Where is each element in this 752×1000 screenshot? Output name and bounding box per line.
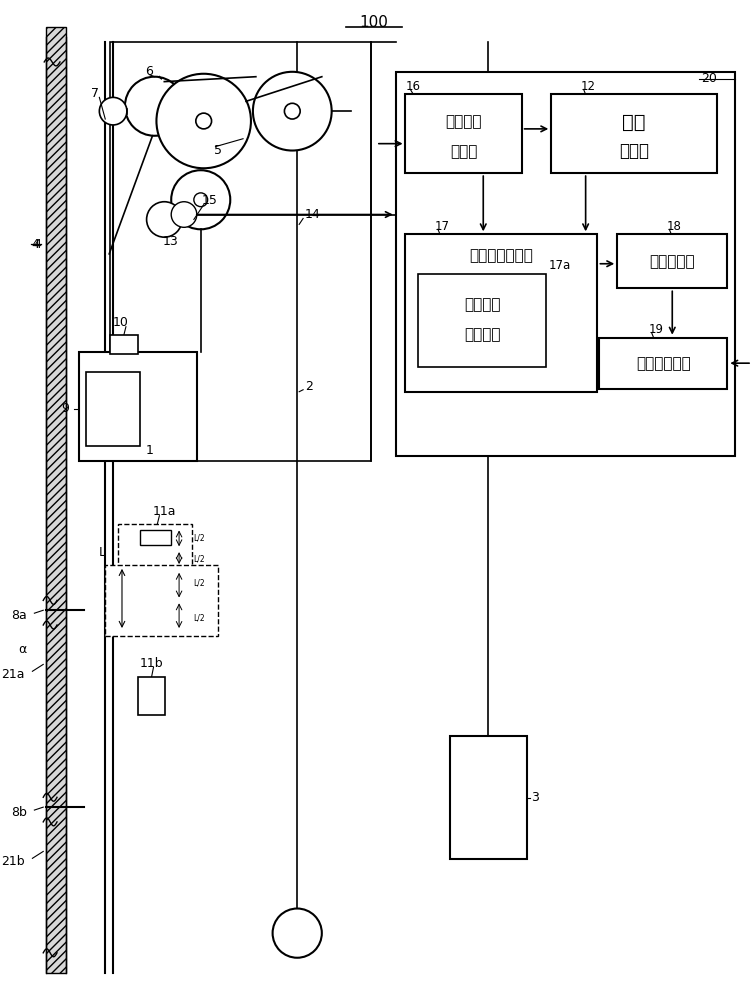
Bar [79, 352, 197, 461]
Text: 门区判定部: 门区判定部 [650, 254, 695, 269]
Circle shape [194, 193, 208, 207]
Bar [405, 234, 597, 392]
Text: L/2: L/2 [193, 555, 205, 564]
Bar [599, 338, 727, 389]
Circle shape [99, 97, 127, 125]
Bar [418, 274, 546, 367]
Text: 13: 13 [162, 235, 178, 248]
Text: 15: 15 [202, 194, 217, 207]
Text: α: α [18, 643, 26, 656]
Text: 5: 5 [214, 144, 222, 157]
Text: 4: 4 [33, 238, 41, 251]
Bar [86, 372, 140, 446]
Text: 11a: 11a [153, 505, 176, 518]
Text: 20: 20 [701, 72, 717, 85]
Text: 7: 7 [92, 87, 99, 100]
Circle shape [171, 170, 230, 229]
Circle shape [253, 72, 332, 151]
Text: 8b: 8b [11, 806, 26, 819]
Text: L/2: L/2 [193, 578, 205, 587]
Text: 21a: 21a [1, 668, 25, 681]
Bar [551, 94, 717, 173]
Text: 轿廢位置: 轿廢位置 [445, 114, 482, 129]
Bar [140, 530, 171, 545]
Text: 计算部: 计算部 [450, 144, 478, 159]
Bar [118, 524, 192, 571]
Text: 4: 4 [32, 238, 39, 251]
Text: 12: 12 [581, 80, 596, 93]
Bar [450, 736, 526, 859]
Bar [111, 335, 138, 354]
Text: 17a: 17a [548, 259, 571, 272]
Circle shape [196, 113, 211, 129]
Text: 校正値异: 校正値异 [464, 298, 501, 313]
Text: 轿廢位置校正部: 轿廢位置校正部 [469, 248, 533, 263]
Circle shape [156, 74, 251, 168]
Text: 门区: 门区 [622, 112, 646, 131]
Text: L/2: L/2 [193, 614, 205, 623]
Circle shape [171, 202, 197, 227]
Text: 3: 3 [532, 791, 539, 804]
Text: 常计数部: 常计数部 [464, 327, 501, 342]
Circle shape [147, 202, 182, 237]
Bar [405, 94, 522, 173]
Text: 10: 10 [113, 316, 129, 329]
Text: 14: 14 [305, 208, 321, 221]
Circle shape [125, 77, 184, 136]
Text: 2: 2 [305, 380, 313, 393]
Text: 检测部: 检测部 [619, 142, 649, 160]
Text: 1: 1 [146, 444, 153, 457]
Circle shape [284, 103, 300, 119]
Text: 16: 16 [405, 80, 420, 93]
Text: 17: 17 [435, 220, 450, 233]
Text: 6: 6 [144, 65, 153, 78]
Bar [617, 234, 727, 288]
Text: 9: 9 [61, 402, 69, 415]
Circle shape [272, 909, 322, 958]
Bar [111, 42, 371, 461]
Bar [105, 565, 219, 636]
Text: L/2: L/2 [193, 534, 205, 543]
Text: 门开关指示部: 门开关指示部 [636, 356, 691, 371]
Text: 18: 18 [666, 220, 681, 233]
Text: 8a: 8a [11, 609, 26, 622]
Text: 19: 19 [649, 323, 663, 336]
Text: 100: 100 [359, 15, 389, 30]
Text: 21b: 21b [1, 855, 25, 868]
Text: L: L [99, 546, 106, 559]
Bar [138, 677, 165, 715]
Bar [396, 72, 735, 456]
Text: 11b: 11b [140, 657, 163, 670]
Bar [46, 27, 66, 973]
